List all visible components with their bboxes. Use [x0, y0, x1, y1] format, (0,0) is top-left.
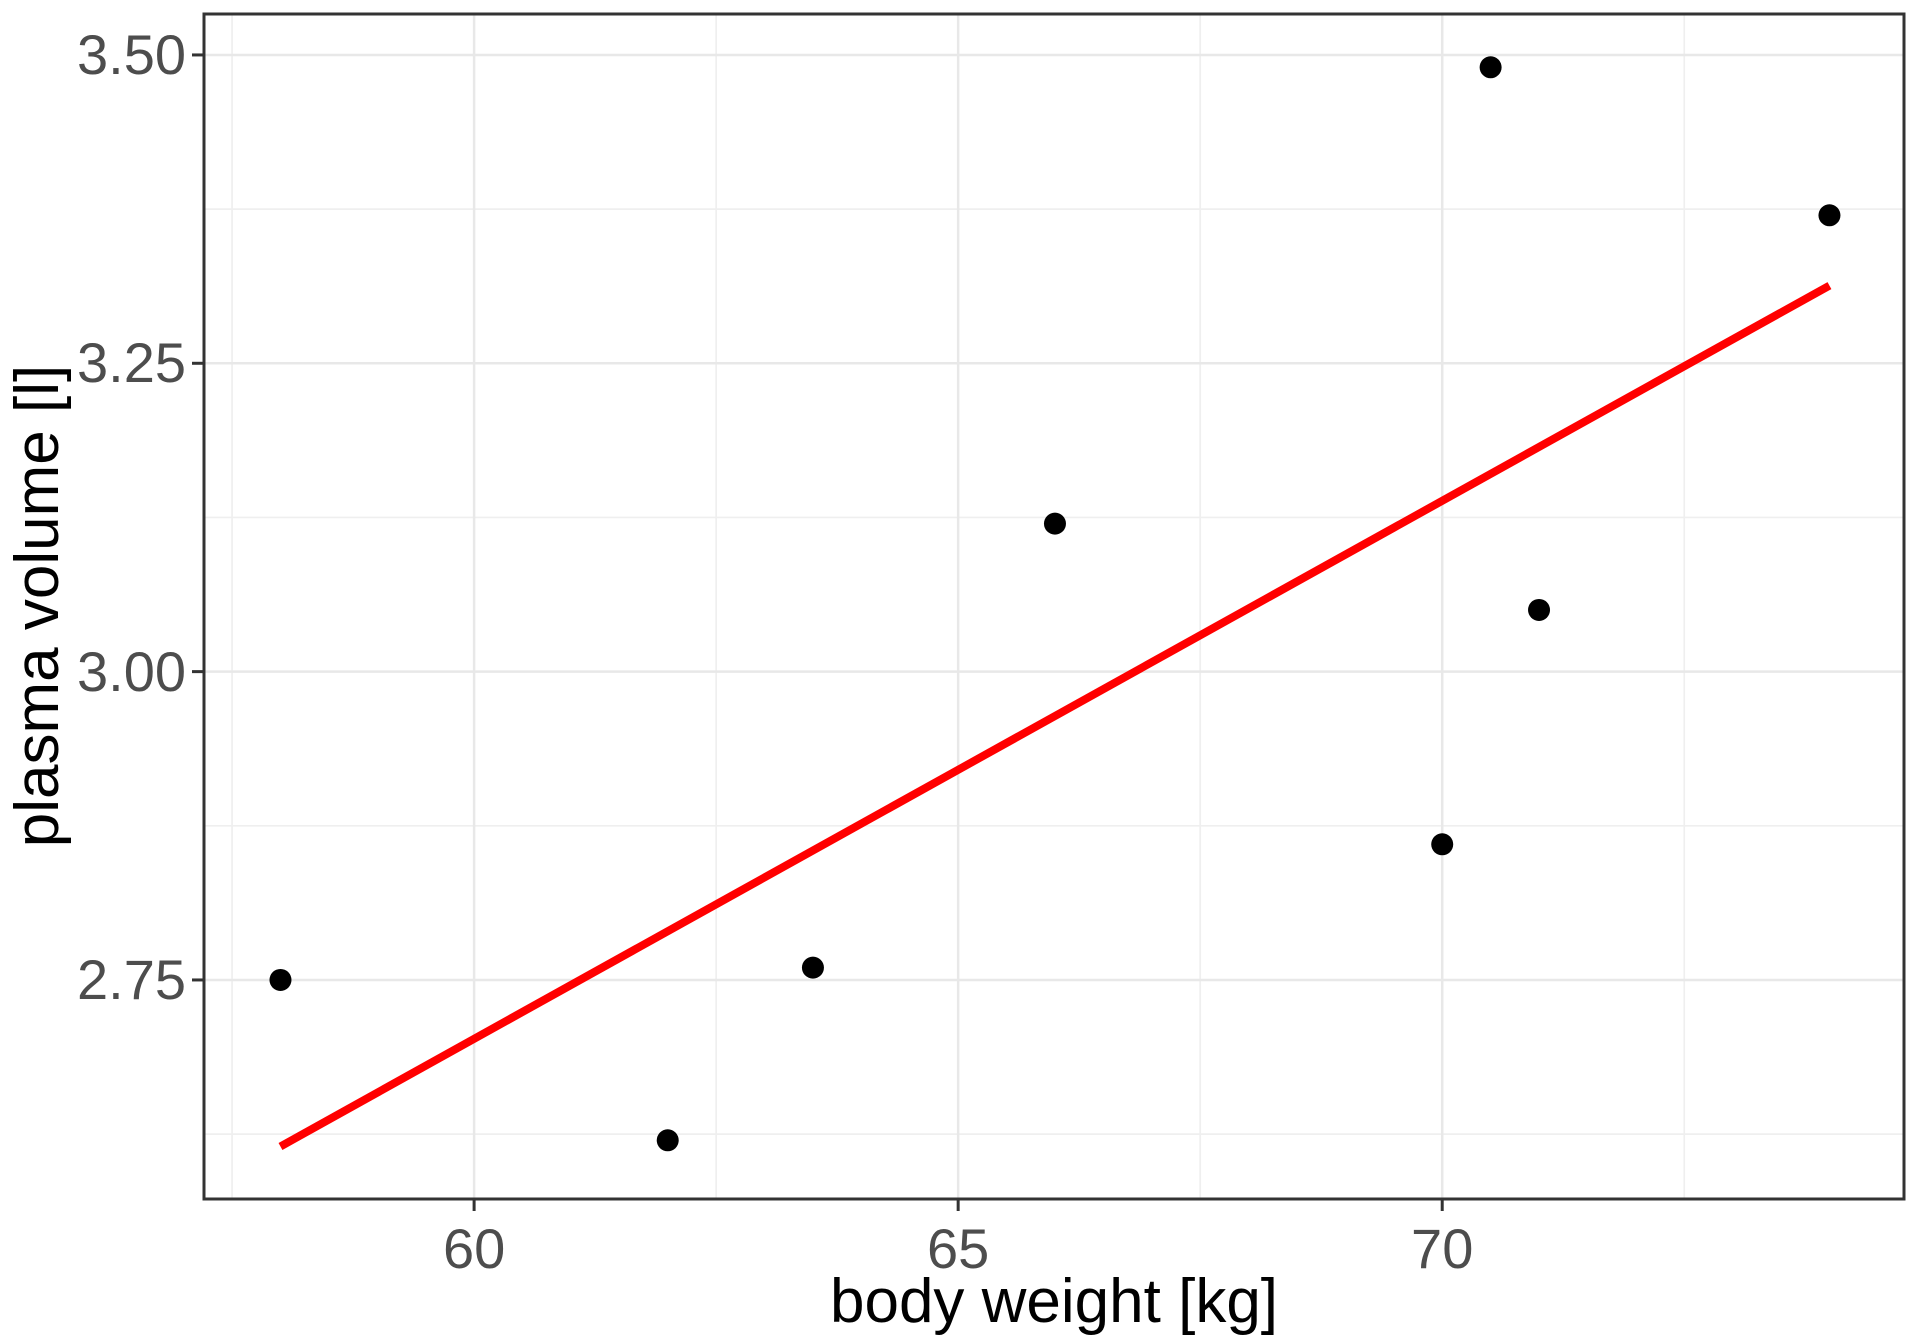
y-axis-tick-label: 3.00 — [77, 639, 186, 703]
data-point — [656, 1129, 679, 1152]
data-point — [801, 956, 824, 979]
data-point — [269, 968, 292, 991]
regression-line — [278, 282, 1832, 1150]
panel-border — [202, 12, 1906, 1201]
y-axis-tick-label: 2.75 — [77, 947, 186, 1011]
data-point — [1431, 833, 1454, 856]
y-axis-title: plasma volume [l] — [3, 364, 72, 848]
y-axis-tick-label: 3.50 — [77, 22, 186, 86]
x-axis-tick-label: 70 — [1411, 1217, 1474, 1280]
y-axis-tick-label: 3.25 — [77, 331, 186, 395]
data-point — [1479, 56, 1502, 79]
x-axis-tick-label: 60 — [442, 1217, 506, 1280]
x-axis-tick-label: 65 — [927, 1217, 990, 1280]
data-point — [1818, 204, 1841, 227]
data-point — [1043, 512, 1066, 535]
x-axis-title: body weight [kg] — [829, 1267, 1279, 1336]
data-point — [1528, 598, 1551, 621]
